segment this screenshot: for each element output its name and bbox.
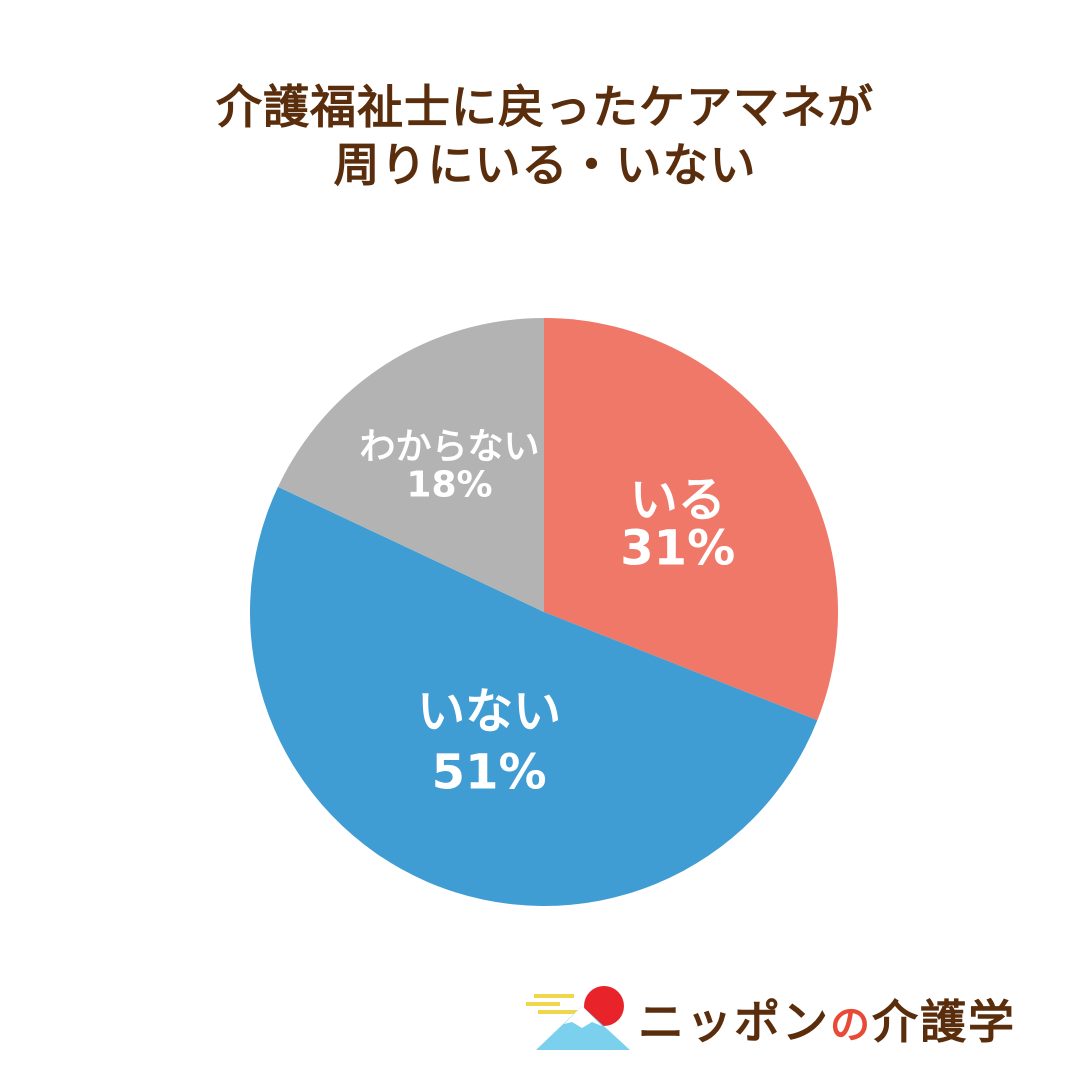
brand-name-end: 介護学 [872,995,1016,1049]
mountain-sun-icon [526,986,630,1050]
brand-name: ニッポンの介護学 [638,986,1016,1052]
chart-title: 介護福祉士に戻ったケアマネが 周りにいる・いない [0,78,1090,194]
pie-slice-value-3: 18% [406,464,492,505]
pie-slice-name-2: いない [417,684,561,740]
pie-slice-3 [277,318,544,612]
chart-title-line1: 介護福祉士に戻ったケアマネが [216,80,874,134]
pie-slice-name-1: いる [630,472,726,528]
brand-name-particle: の [830,1002,872,1048]
brand-logo: ニッポンの介護学 [520,982,1080,1062]
pie-slice-1 [544,318,839,721]
pie-slice-value-2: 51% [432,744,547,800]
pie-slice-name-3: わからない [359,427,539,468]
pie-slice-value-1: 31% [620,521,735,577]
chart-title-line2: 周りにいる・いない [333,138,757,192]
pie-slice-2 [250,486,818,906]
brand-name-main: ニッポン [638,995,830,1049]
